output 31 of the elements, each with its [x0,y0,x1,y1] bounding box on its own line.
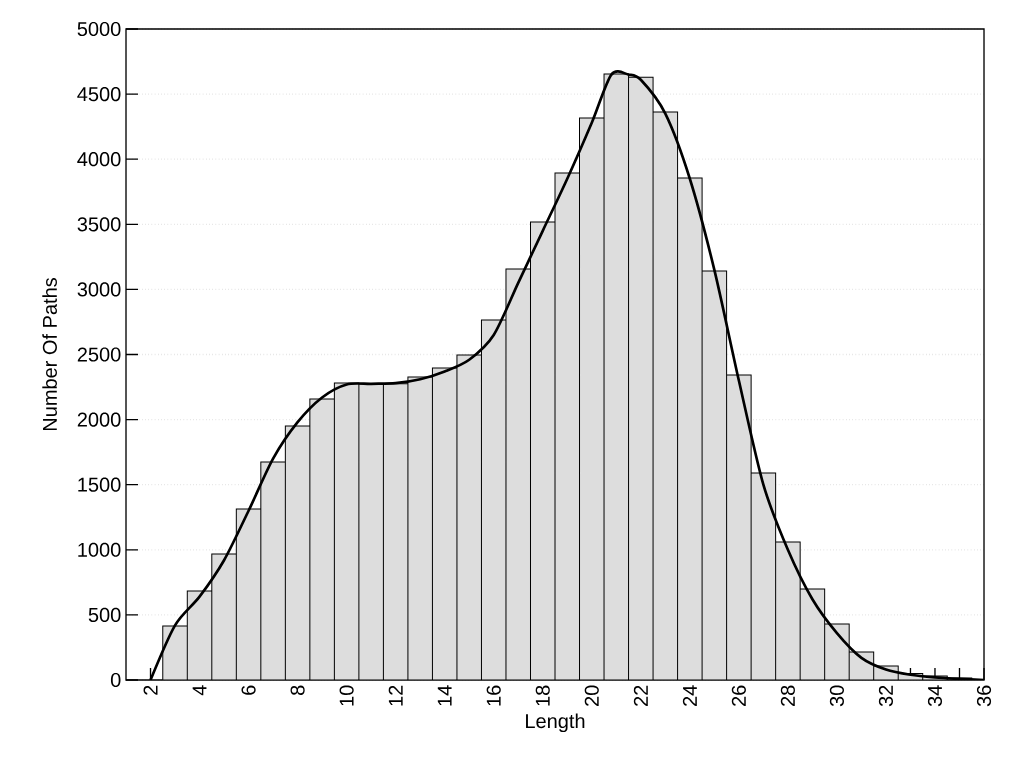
y-tick-label: 1500 [78,477,121,492]
x-tick-label: 4 [192,685,207,696]
x-tick-label: 8 [290,685,305,695]
y-tick-label: 3000 [77,282,121,297]
x-tick-label: 28 [780,685,795,706]
y-tick-label: 5000 [77,21,121,37]
x-tick-label: 14 [437,685,452,706]
y-axis-title: Number Of Paths [42,278,57,431]
x-tick-label: 30 [829,685,844,707]
x-axis-title: Length [526,713,585,733]
y-tick-label: 3500 [77,217,121,232]
x-tick-label: 36 [976,685,992,707]
x-tick-label: 12 [388,685,403,706]
y-tick-label: 1000 [78,542,121,557]
x-tick-label: 24 [682,685,697,706]
x-tick-label: 6 [241,685,256,695]
x-tick-label: 20 [584,685,599,706]
x-tick-label: 16 [486,685,501,706]
y-tick-label: 2000 [77,412,121,427]
x-tick-label: 34 [927,685,943,707]
x-tick-label: 2 [143,685,158,695]
y-tick-label: 4000 [77,152,121,167]
x-tick-label: 26 [731,685,746,706]
y-tick-label: 2500 [77,347,121,362]
x-tick-label: 32 [878,685,894,707]
x-tick-label: 10 [339,685,354,706]
y-tick-label: 4500 [77,87,121,102]
x-tick-label: 22 [633,685,648,706]
y-tick-label: 500 [88,607,121,622]
x-tick-label: 18 [535,685,550,706]
y-tick-label: 0 [110,672,121,688]
